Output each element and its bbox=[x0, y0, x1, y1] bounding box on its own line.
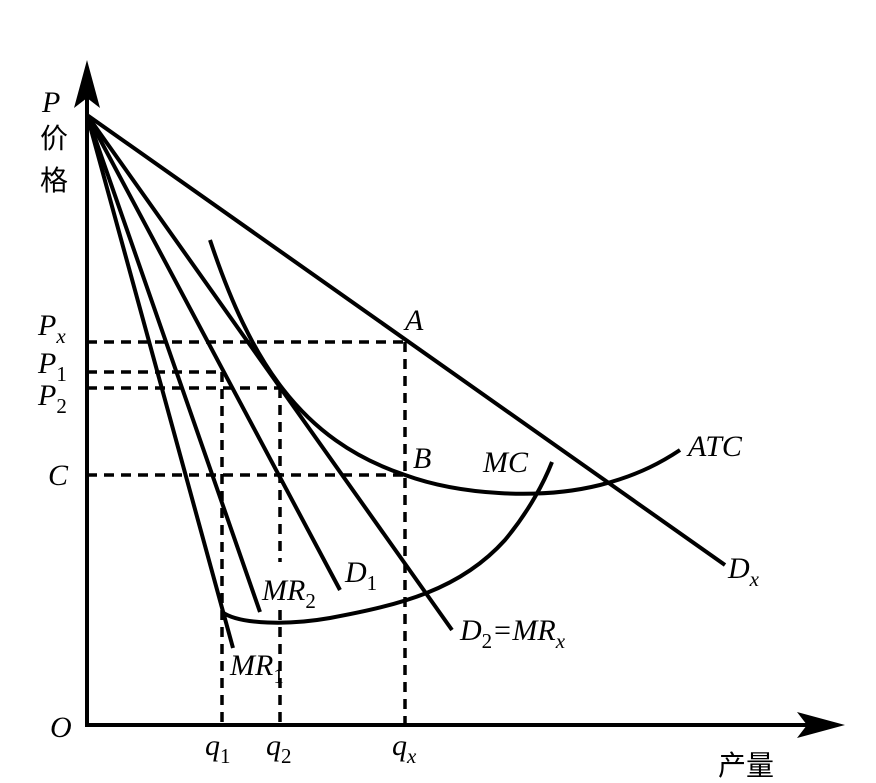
quantity-label: q1 bbox=[205, 729, 231, 768]
label-sub: 2 bbox=[305, 589, 316, 613]
mc-curve bbox=[220, 461, 554, 625]
label-sub: x bbox=[55, 324, 66, 348]
label-main: MR bbox=[261, 574, 305, 607]
x-label: 产量 bbox=[718, 749, 774, 782]
atc-curve bbox=[208, 239, 682, 496]
curve-label: MC bbox=[482, 446, 529, 479]
quantity-label: q2 bbox=[266, 729, 292, 768]
label-sub: 1 bbox=[367, 571, 378, 595]
price-label: P1 bbox=[37, 347, 67, 386]
point-label: B bbox=[413, 442, 431, 475]
curve-label: D2=MRx bbox=[459, 614, 566, 653]
p1-guide bbox=[87, 370, 224, 725]
point-label: A bbox=[403, 304, 424, 337]
label-sub: 1 bbox=[220, 744, 231, 768]
label-main: D bbox=[459, 614, 482, 647]
label-sub: 2 bbox=[482, 629, 493, 653]
label-main: q bbox=[266, 729, 281, 762]
curve-label: Dx bbox=[727, 552, 760, 591]
curve-label: ATC bbox=[686, 430, 743, 463]
dx-line bbox=[85, 113, 727, 567]
label-sub: x bbox=[555, 629, 566, 653]
y-symbol: P bbox=[41, 86, 60, 119]
quantity-label: qx bbox=[392, 729, 417, 768]
origin-label: O bbox=[50, 711, 72, 744]
y-arrow bbox=[74, 60, 100, 108]
label-sub: 1 bbox=[56, 362, 67, 386]
label-main: =MR bbox=[492, 614, 556, 647]
label-main: D bbox=[727, 552, 750, 585]
label-main: q bbox=[205, 729, 220, 762]
y-label: 格 bbox=[40, 164, 68, 197]
label-sub: x bbox=[406, 744, 417, 768]
price-label: P2 bbox=[37, 379, 67, 418]
label-main: P bbox=[37, 309, 56, 342]
mr1-line bbox=[85, 114, 235, 649]
y-label: 价 bbox=[40, 122, 68, 155]
label-main: P bbox=[37, 347, 56, 380]
label-main: q bbox=[392, 729, 407, 762]
label-main: MR bbox=[229, 649, 273, 682]
label-main: P bbox=[37, 379, 56, 412]
x-arrow bbox=[797, 712, 845, 738]
curve-label: D1 bbox=[344, 556, 377, 595]
label-sub: x bbox=[749, 567, 760, 591]
d1-line bbox=[85, 114, 342, 591]
price-label: C bbox=[48, 459, 69, 492]
curve-label: MR1 bbox=[229, 649, 284, 688]
curve-label: MR2 bbox=[261, 574, 316, 613]
label-main: D bbox=[344, 556, 367, 589]
label-sub: 1 bbox=[273, 664, 284, 688]
label-sub: 2 bbox=[56, 394, 67, 418]
label-sub: 2 bbox=[281, 744, 292, 768]
mr2-line bbox=[85, 114, 262, 613]
price-label: Px bbox=[37, 309, 66, 348]
